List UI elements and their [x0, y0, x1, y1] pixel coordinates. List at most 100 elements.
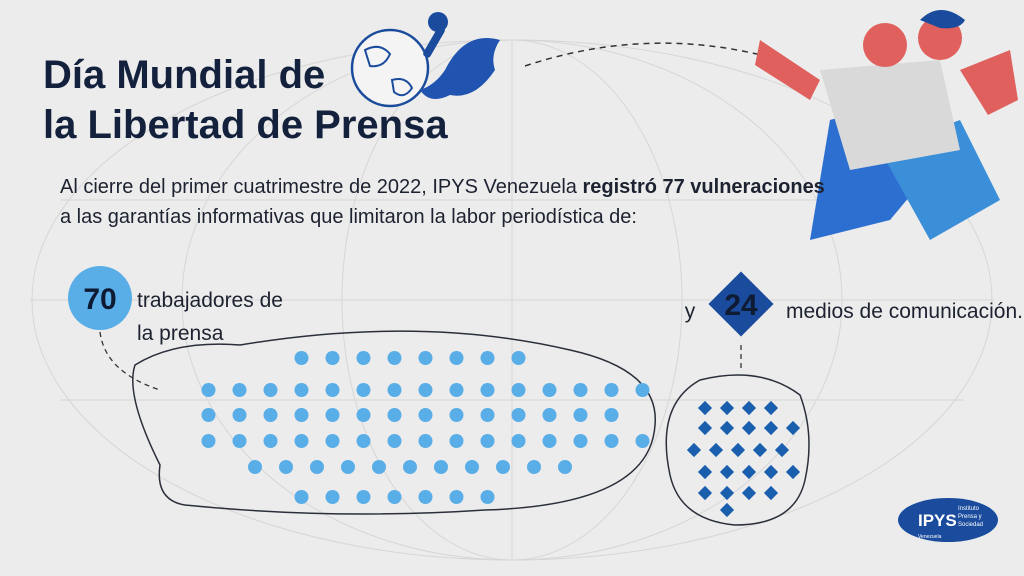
journalist-dot — [294, 408, 309, 422]
title-line: la Libertad de Prensa — [43, 103, 448, 147]
logo-tagline: Instituto — [958, 506, 980, 512]
media-diamond — [697, 420, 713, 436]
media-diamond — [697, 485, 713, 501]
intro-bold: registró 77 vulneraciones — [582, 176, 824, 198]
journalist-dot — [232, 408, 247, 422]
journalist-dot — [325, 351, 340, 365]
media-diamond — [774, 442, 790, 458]
journalist-dot — [449, 383, 464, 397]
journalist-dot — [279, 460, 293, 474]
journalist-dot — [387, 408, 402, 422]
media-diamond — [708, 442, 724, 458]
dashed-connector — [524, 42, 766, 67]
media-connector: y — [685, 300, 696, 323]
journalist-dot — [325, 408, 340, 422]
media-diamond — [741, 464, 757, 480]
media-diamond — [763, 400, 779, 416]
journalist-dot — [356, 383, 371, 397]
dashed-connector — [99, 331, 161, 391]
title-line: Día Mundial de — [43, 53, 325, 97]
journalist-dot — [263, 383, 278, 397]
ipys-logo: IPYS Instituto Prensa y Sociedad Venezue… — [898, 498, 998, 542]
journalist-dot — [232, 383, 247, 397]
media-diamond — [763, 464, 779, 480]
map-background — [30, 39, 994, 561]
journalist-dot — [511, 351, 526, 365]
media-diamond — [763, 420, 779, 436]
media-diamond — [697, 464, 713, 480]
journalist-dot — [542, 434, 557, 448]
media-label: medios de comunicación. — [786, 300, 1023, 323]
media-diamond — [741, 485, 757, 501]
journalist-dot — [248, 460, 262, 474]
journalists-label: la prensa — [137, 322, 224, 345]
media-diamond — [763, 485, 779, 501]
journalist-dot — [449, 408, 464, 422]
journalist-dot — [325, 383, 340, 397]
journalist-dot — [356, 408, 371, 422]
journalist-dot — [201, 383, 216, 397]
journalist-dot — [387, 490, 402, 504]
journalist-dot — [480, 434, 495, 448]
journalist-dot — [635, 383, 650, 397]
media-diamond — [719, 464, 735, 480]
journalist-dot — [480, 490, 495, 504]
intro-text: a las garantías informativas que limitar… — [60, 206, 637, 228]
media-diamond — [785, 420, 801, 436]
journalist-dot — [465, 460, 479, 474]
people-illustration — [755, 10, 1018, 240]
journalist-dot — [542, 383, 557, 397]
logo-tagline: Prensa y — [958, 514, 982, 520]
globe-icon — [350, 12, 500, 108]
journalist-dot — [387, 383, 402, 397]
journalist-dot — [480, 351, 495, 365]
media-diamond — [730, 442, 746, 458]
media-diamond — [719, 400, 735, 416]
media-diamond — [741, 420, 757, 436]
media-diamond — [719, 420, 735, 436]
journalist-dot — [263, 408, 278, 422]
media-diamond — [686, 442, 702, 458]
journalist-dot — [511, 408, 526, 422]
journalist-dot — [604, 383, 619, 397]
media-diamond — [697, 400, 713, 416]
journalist-dot — [434, 460, 448, 474]
journalist-dot — [341, 460, 355, 474]
media-diamond — [719, 485, 735, 501]
journalist-dot — [403, 460, 417, 474]
logo-name: IPYS — [918, 511, 957, 530]
journalist-dot — [418, 351, 433, 365]
journalist-dot — [372, 460, 386, 474]
journalist-dot — [527, 460, 541, 474]
media-diamond — [785, 464, 801, 480]
journalist-dot — [449, 434, 464, 448]
journalist-dot — [263, 434, 278, 448]
journalist-dot — [558, 460, 572, 474]
journalist-dot — [325, 434, 340, 448]
journalist-dot — [418, 434, 433, 448]
journalist-dot — [294, 351, 309, 365]
intro-text: Al cierre del primer cuatrimestre de 202… — [60, 176, 825, 198]
journalist-dot — [294, 383, 309, 397]
journalist-dot — [449, 490, 464, 504]
journalist-dot — [310, 460, 324, 474]
journalist-dot — [511, 434, 526, 448]
journalist-dot — [418, 383, 433, 397]
logo-tagline: Sociedad — [958, 522, 983, 528]
journalist-dot — [480, 408, 495, 422]
journalists-blob — [132, 330, 656, 515]
journalist-dot — [325, 490, 340, 504]
journalist-dot — [201, 408, 216, 422]
journalist-dot — [418, 490, 433, 504]
journalist-dot — [294, 434, 309, 448]
journalist-dot — [604, 408, 619, 422]
logo-country: Venezuela — [918, 534, 942, 540]
journalists-label: trabajadores de — [137, 289, 283, 312]
media-diamond — [719, 502, 735, 518]
journalist-dot — [294, 490, 309, 504]
journalist-dot — [573, 434, 588, 448]
journalist-dot — [356, 351, 371, 365]
journalists-number: 70 — [83, 283, 116, 316]
journalist-dot — [542, 408, 557, 422]
